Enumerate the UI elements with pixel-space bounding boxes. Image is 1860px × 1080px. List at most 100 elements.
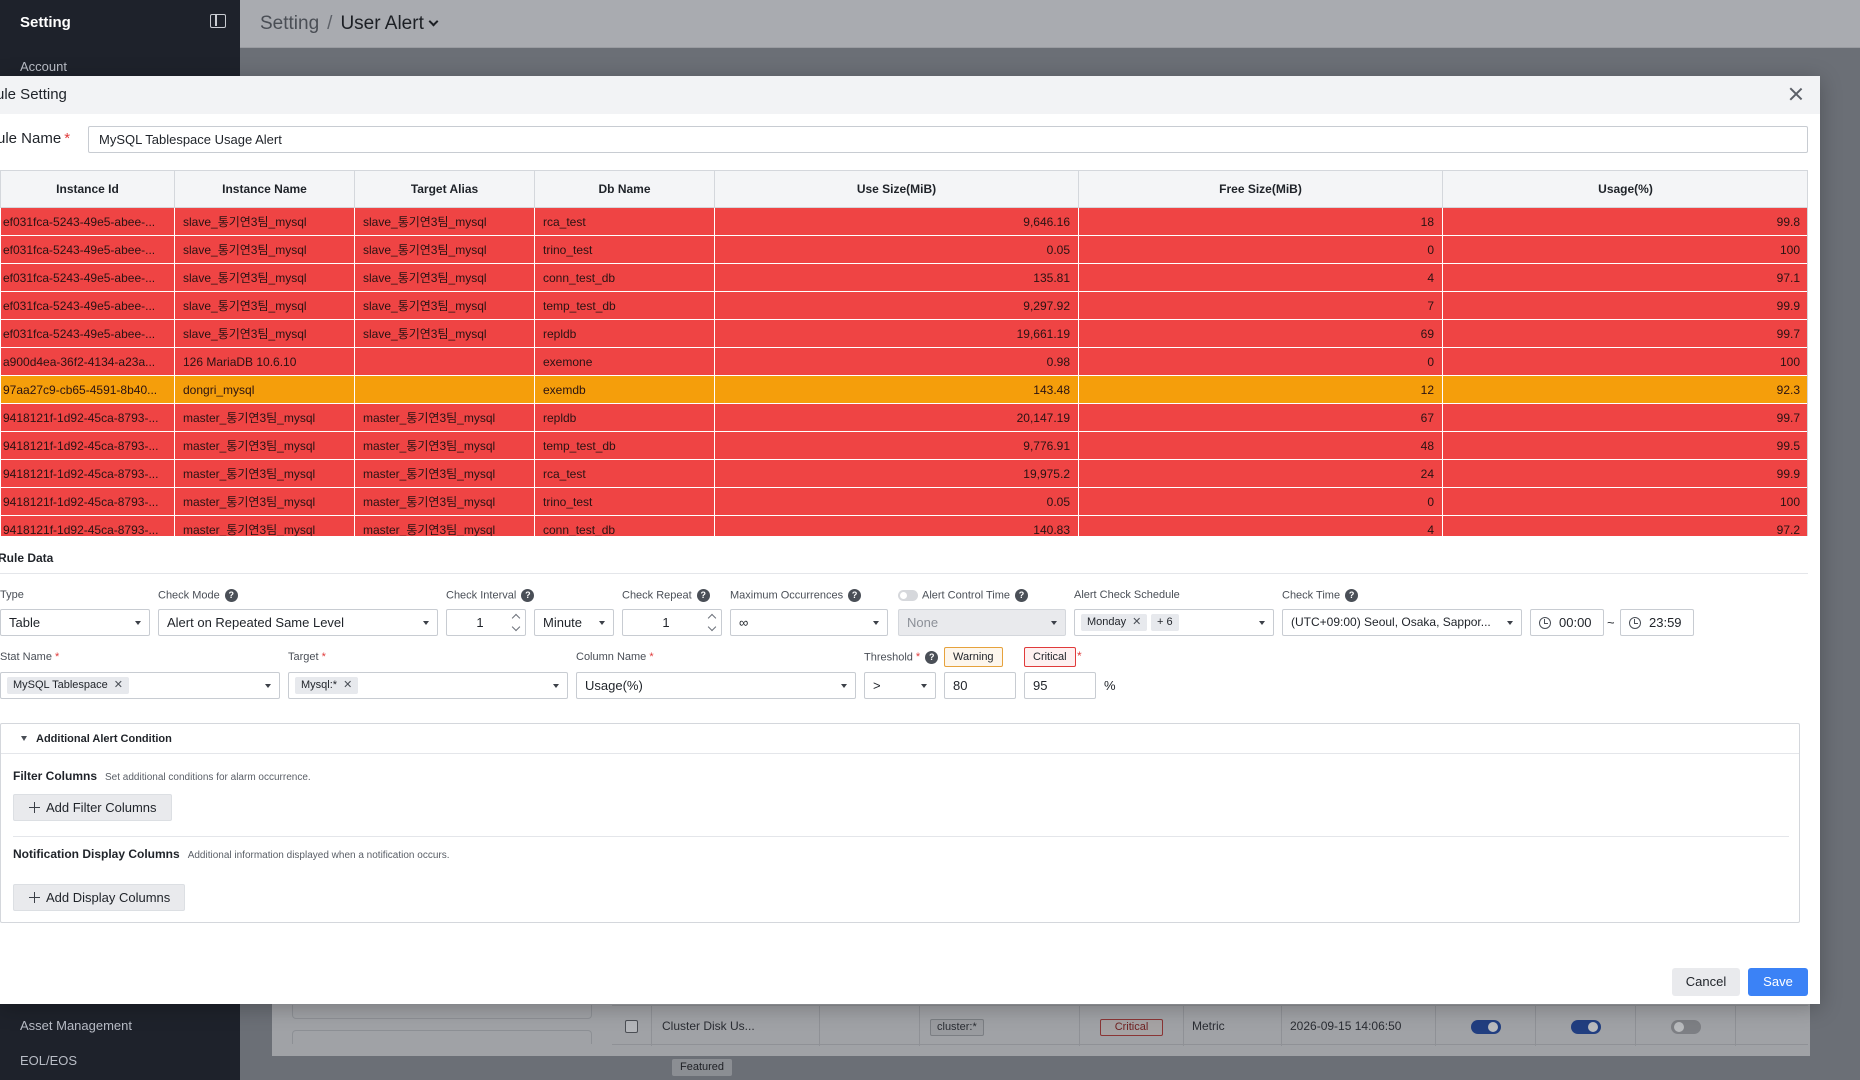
column-name-select[interactable]: Usage(%) [576, 672, 856, 699]
add-display-columns-button[interactable]: Add Display Columns [13, 884, 186, 911]
target-tag: Mysql:* ✕ [295, 677, 359, 694]
alert-control-toggle[interactable] [898, 590, 918, 601]
close-icon[interactable] [1788, 86, 1804, 102]
help-icon[interactable]: ? [848, 589, 862, 602]
table-cell: 7 [1078, 291, 1443, 320]
interval-unit-select[interactable]: Minute [534, 609, 614, 636]
filter-columns-title: Filter Columns Set additional conditions … [13, 769, 311, 783]
table-cell: master_통기연3팀_mysql [174, 459, 355, 488]
collapse-triangle-icon[interactable] [21, 736, 27, 741]
time-to-input[interactable]: 23:59 [1620, 609, 1694, 636]
target-select[interactable]: Mysql:* ✕ [288, 672, 568, 699]
column-header[interactable]: Target Alias [354, 170, 535, 208]
table-cell: 12 [1078, 375, 1443, 404]
sidebar-collapse-icon[interactable] [210, 14, 226, 28]
table-cell: 48 [1078, 431, 1443, 460]
table-cell: 69 [1078, 319, 1443, 348]
check-repeat-input[interactable]: 1 [622, 609, 722, 636]
type-select[interactable]: Table [0, 609, 150, 636]
cancel-button[interactable]: Cancel [1672, 968, 1740, 996]
table-cell: master_통기연3팀_mysql [354, 487, 535, 516]
sidebar-item-asset-management[interactable]: Asset Management [20, 1018, 133, 1033]
table-row[interactable]: a900d4ea-36f2-4134-a23a... 126 MariaDB 10… [0, 347, 1807, 376]
column-header[interactable]: Instance Name [174, 170, 355, 208]
toggle-switch[interactable] [1570, 1019, 1601, 1034]
table-cell: 135.81 [714, 263, 1079, 292]
help-icon[interactable]: ? [1015, 589, 1029, 602]
stepper-icon[interactable] [703, 610, 721, 635]
column-header[interactable]: Free Size(MiB) [1078, 170, 1443, 208]
time-from-input[interactable]: 00:00 [1530, 609, 1604, 636]
column-header[interactable]: Instance Id [0, 170, 175, 208]
toggle-switch[interactable] [1470, 1019, 1501, 1034]
table-cell: ef031fca-5243-49e5-abee-... [0, 263, 175, 292]
breadcrumb-root[interactable]: Setting [260, 13, 320, 34]
notification-display-desc: Additional information displayed when a … [187, 850, 450, 861]
sidebar-item-eol-eos[interactable]: EOL/EOS [20, 1053, 78, 1068]
table-row[interactable]: ef031fca-5243-49e5-abee-... slave_통기연3팀_m… [0, 235, 1807, 264]
table-row[interactable]: 97aa27c9-cb65-4591-8b40... dongri_mysql ex… [0, 375, 1807, 404]
warning-threshold-input[interactable]: 80 [944, 672, 1016, 699]
table-cell: 92.3 [1442, 375, 1807, 404]
add-filter-columns-button[interactable]: Add Filter Columns [13, 794, 172, 821]
alert-check-schedule-select[interactable]: Monday ✕ + 6 [1074, 609, 1274, 636]
table-row[interactable]: ef031fca-5243-49e5-abee-... slave_통기연3팀_m… [0, 207, 1807, 236]
rule-name-input[interactable] [88, 126, 1808, 153]
critical-threshold-input[interactable]: 95 [1024, 672, 1096, 699]
row-checkbox[interactable] [625, 1020, 638, 1034]
table-cell: 9,646.16 [714, 207, 1079, 236]
remove-tag-icon[interactable]: ✕ [343, 679, 353, 691]
table-cell: 0.98 [714, 347, 1079, 376]
background-content [272, 1000, 1810, 1056]
table-cell [354, 347, 535, 376]
table-cell: temp_test_db [534, 431, 715, 460]
timezone-select[interactable]: (UTC+09:00) Seoul, Osaka, Sappor... [1282, 609, 1522, 636]
column-header[interactable]: Db Name [534, 170, 715, 208]
table-row[interactable]: 9418121f-1d92-45ca-8793-... master_통기연3팀_… [0, 515, 1807, 536]
table-row[interactable]: 9418121f-1d92-45ca-8793-... master_통기연3팀_… [0, 459, 1807, 488]
caret-down-icon [265, 684, 271, 688]
background-panel [292, 1030, 592, 1044]
additional-alert-condition-panel: Additional Alert Condition Filter Column… [0, 723, 1800, 923]
table-cell: 143.48 [714, 375, 1079, 404]
table-row[interactable]: 9418121f-1d92-45ca-8793-... master_통기연3팀_… [0, 431, 1807, 460]
table-cell: 126 MariaDB 10.6.10 [174, 347, 355, 376]
help-icon[interactable]: ? [925, 651, 939, 664]
table-cell: exemone [534, 347, 715, 376]
table-cell: 99.7 [1442, 319, 1807, 348]
breadcrumb-current[interactable]: User Alert [340, 13, 424, 34]
top-bar: Setting / User Alert [240, 0, 1860, 48]
stepper-icon[interactable] [507, 610, 525, 635]
help-icon[interactable]: ? [224, 589, 238, 602]
column-header[interactable]: Usage(%) [1442, 170, 1807, 208]
sidebar-item-account[interactable]: Account [20, 59, 67, 74]
table-row[interactable]: 9418121f-1d92-45ca-8793-... master_통기연3팀_… [0, 403, 1807, 432]
remove-tag-icon[interactable]: ✕ [1132, 616, 1142, 628]
table-cell: slave_통기연3팀_mysql [174, 291, 355, 320]
maximum-occurrences-select[interactable]: ∞ [730, 609, 888, 636]
table-row[interactable]: ef031fca-5243-49e5-abee-... slave_통기연3팀_m… [0, 263, 1807, 292]
additional-condition-header[interactable]: Additional Alert Condition [1, 724, 1799, 754]
table-cell: slave_통기연3팀_mysql [174, 319, 355, 348]
table-cell: 99.9 [1442, 291, 1807, 320]
check-interval-input[interactable]: 1 [446, 609, 526, 636]
save-button[interactable]: Save [1748, 968, 1808, 996]
column-header[interactable]: Use Size(MiB) [714, 170, 1079, 208]
table-row[interactable]: ef031fca-5243-49e5-abee-... slave_통기연3팀_m… [0, 291, 1807, 320]
table-cell: master_통기연3팀_mysql [354, 403, 535, 432]
operator-select[interactable]: > [864, 672, 936, 699]
level-badge: Critical [1099, 1019, 1164, 1036]
help-icon[interactable]: ? [696, 589, 710, 602]
table-row[interactable]: ef031fca-5243-49e5-abee-... slave_통기연3팀_m… [0, 319, 1807, 348]
stat-name-select[interactable]: MySQL Tablespace ✕ [0, 672, 280, 699]
stat-name-label: Stat Name * [0, 651, 60, 663]
remove-tag-icon[interactable]: ✕ [113, 679, 123, 691]
chevron-down-icon[interactable] [428, 16, 439, 27]
table-cell: 20,147.19 [714, 403, 1079, 432]
toggle-switch[interactable] [1670, 1019, 1701, 1034]
help-icon[interactable]: ? [521, 589, 535, 602]
table-row[interactable]: 9418121f-1d92-45ca-8793-... master_통기연3팀_… [0, 487, 1807, 516]
table-cell: ef031fca-5243-49e5-abee-... [0, 319, 175, 348]
check-mode-select[interactable]: Alert on Repeated Same Level [158, 609, 438, 636]
help-icon[interactable]: ? [1345, 589, 1359, 602]
